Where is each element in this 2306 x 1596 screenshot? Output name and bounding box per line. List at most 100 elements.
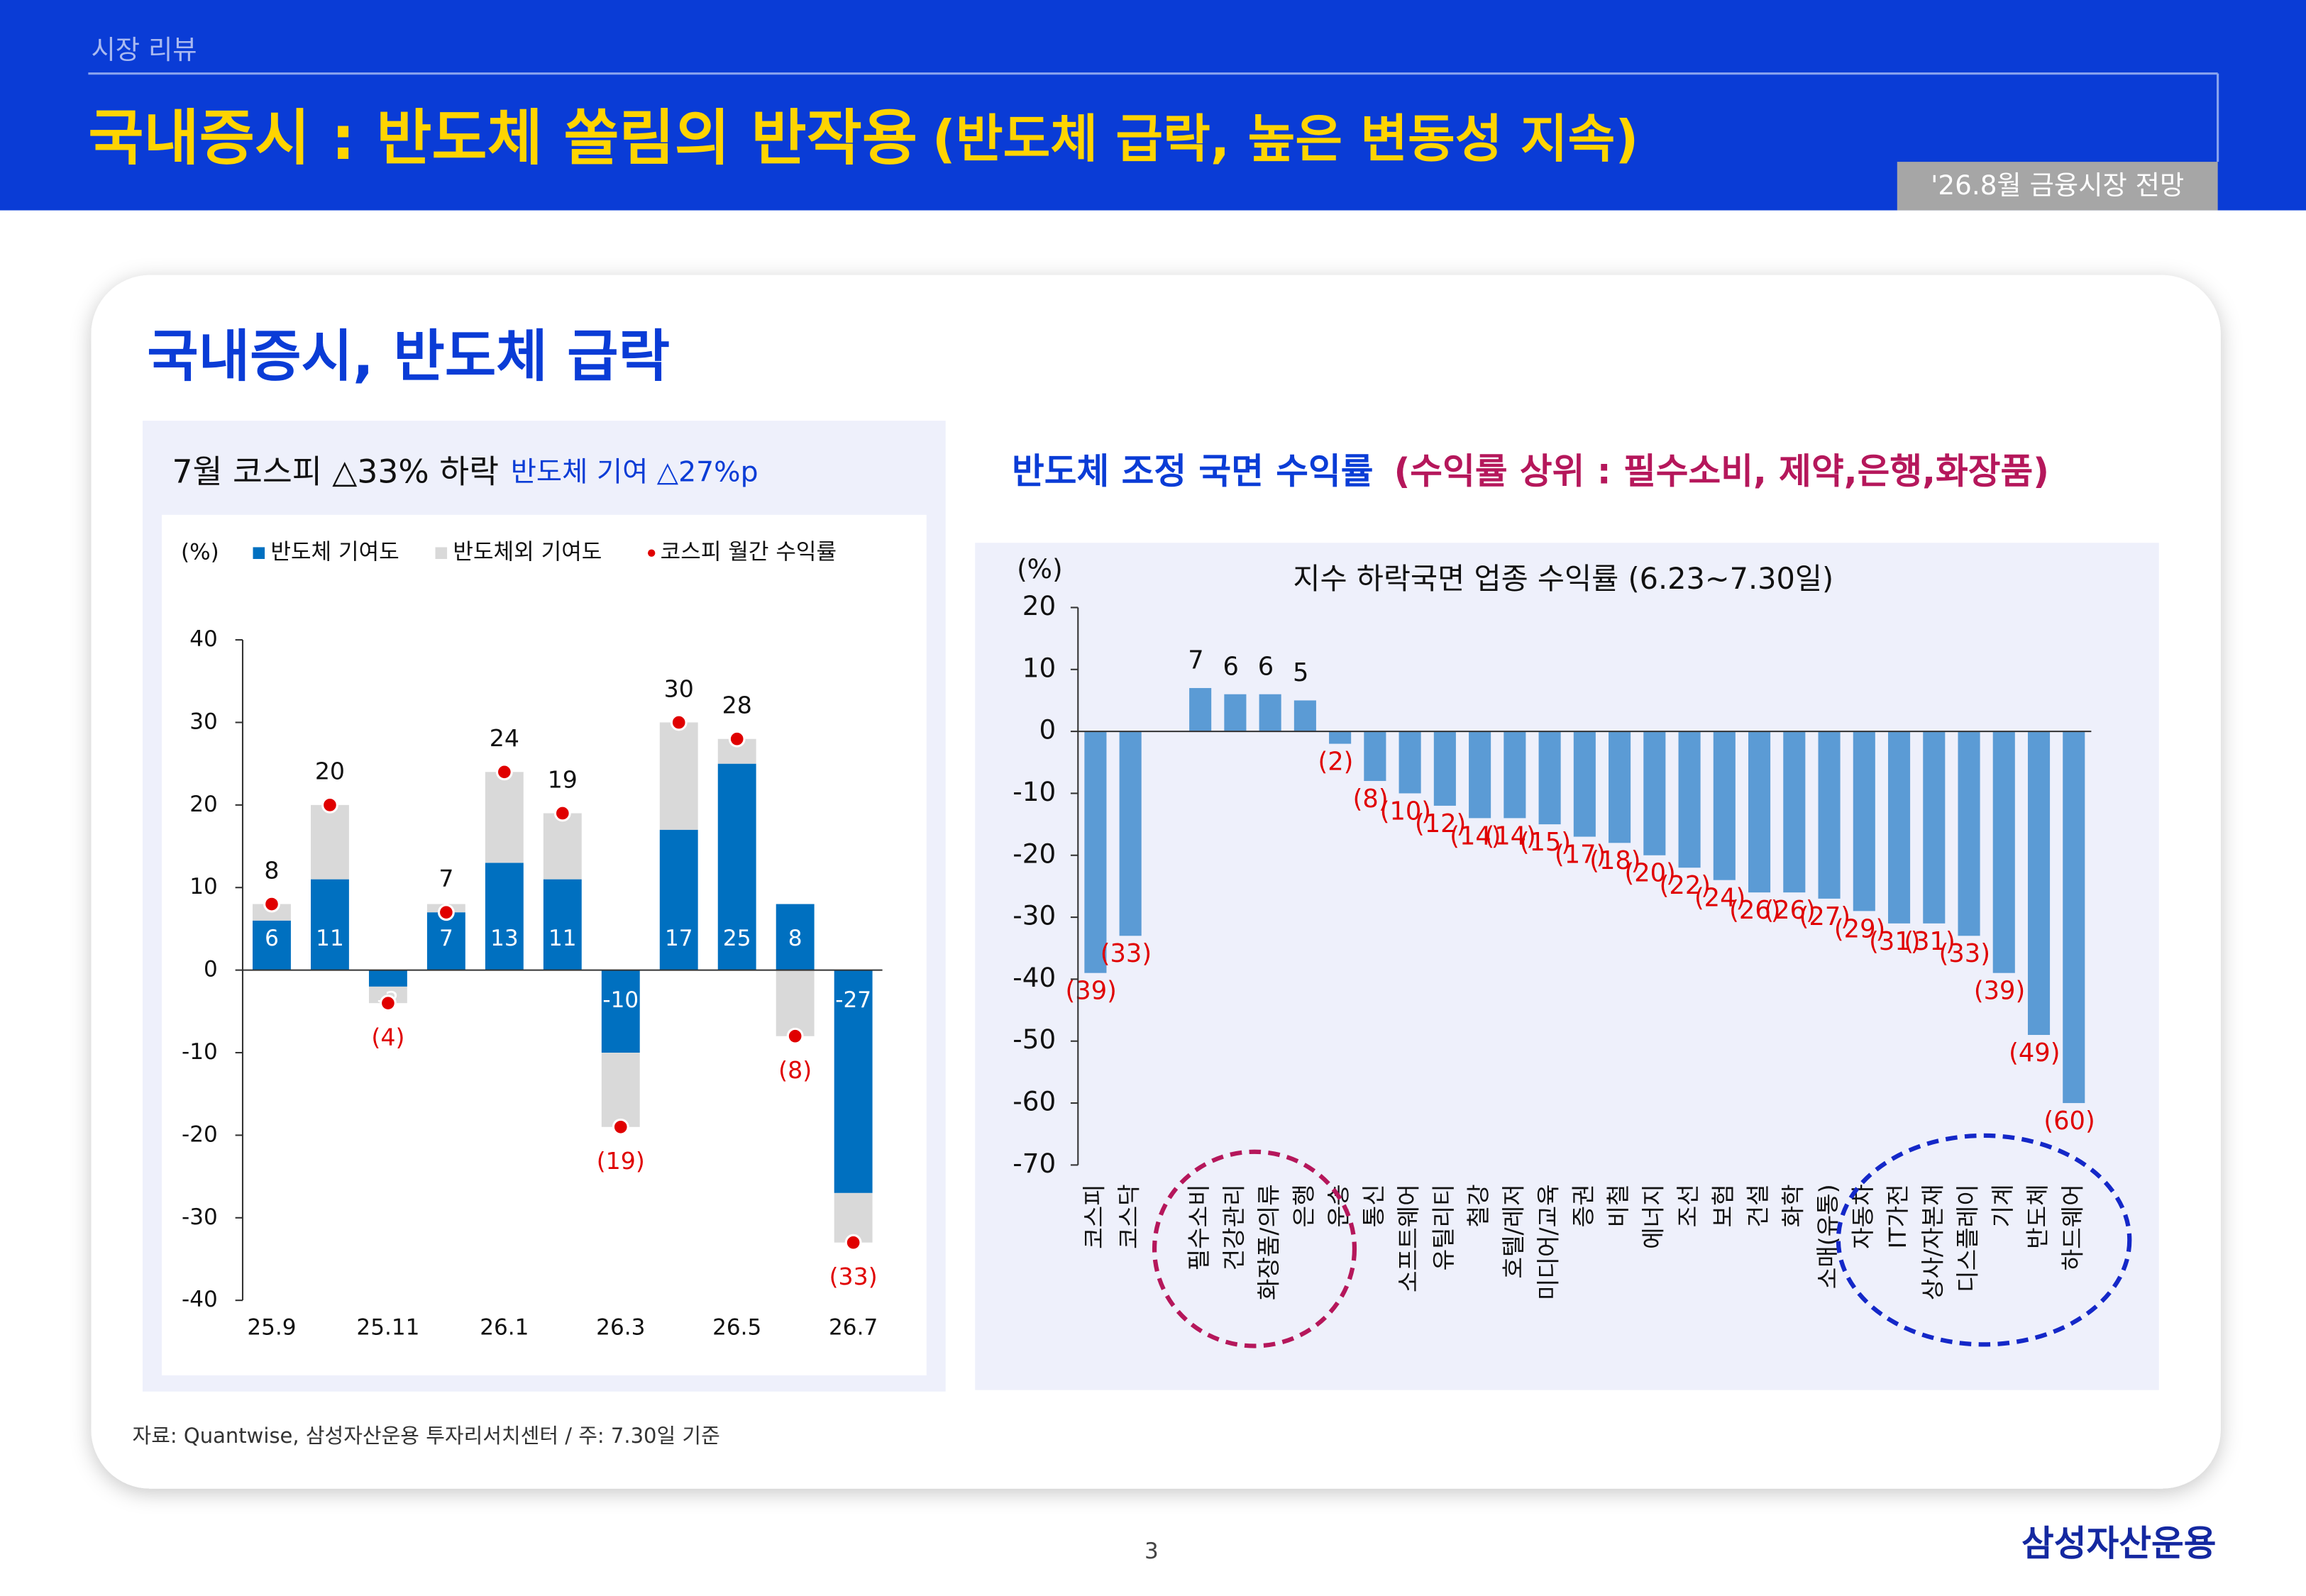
chart-title: 지수 하락국면 업종 수익률 (6.23~7.30일): [1293, 562, 1833, 596]
x-tick-label: 보험: [1709, 1184, 1737, 1227]
right-heading-main: 반도체 조정 국면 수익률: [1012, 450, 1374, 492]
data-label: 13: [490, 926, 519, 951]
bar-segment: [368, 970, 407, 987]
legend-swatch: [435, 547, 448, 560]
x-tick-label: 26.3: [596, 1315, 645, 1341]
data-label: (39): [1974, 977, 2025, 1006]
data-label: (10): [1380, 797, 1431, 826]
bar: [1259, 694, 1281, 732]
bar-segment: [485, 863, 524, 970]
data-label: -10: [602, 987, 639, 1013]
data-label: 30: [664, 675, 694, 702]
data-label: (27): [1799, 902, 1850, 931]
bar: [1992, 731, 2015, 973]
page-number: 3: [1144, 1539, 1159, 1564]
data-label: (20): [1624, 859, 1675, 888]
y-tick-label: -40: [1013, 962, 1056, 993]
y-tick-label: -70: [1013, 1148, 1056, 1179]
data-label: 24: [490, 724, 519, 752]
data-label: (4): [371, 1023, 404, 1051]
bar: [1887, 731, 1911, 924]
data-label: 5: [1293, 658, 1308, 687]
data-label: (14): [1484, 821, 1535, 850]
data-label: (2): [1318, 748, 1353, 777]
x-tick-label: 25.9: [247, 1315, 296, 1341]
card-title: 국내증시, 반도체 급락: [147, 324, 670, 389]
bar: [1469, 731, 1491, 819]
data-label: -27: [835, 987, 871, 1013]
source-note: 자료: Quantwise, 삼성자산운용 투자리서치센터 / 주: 7.30일…: [133, 1424, 720, 1448]
data-label: (33): [1939, 939, 1990, 968]
x-tick-label: 화학: [1779, 1184, 1806, 1227]
data-label: 7: [438, 865, 453, 892]
data-label: (29): [1834, 914, 1885, 943]
y-axis-label: (%): [181, 540, 219, 565]
y-tick-label: 0: [1039, 714, 1056, 746]
bar: [1084, 731, 1107, 973]
data-label: 7: [1188, 646, 1203, 675]
bar: [1119, 731, 1142, 936]
bar: [1818, 731, 1841, 899]
left-heading-note: 반도체 기여 △27%p: [511, 455, 758, 488]
data-label: (12): [1415, 809, 1466, 838]
data-label: 7: [439, 926, 453, 951]
y-tick-label: -10: [182, 1039, 218, 1065]
left-heading-main: 7월 코스피 △33% 하락: [172, 453, 500, 490]
dot: [786, 1027, 804, 1045]
data-label: (14): [1450, 821, 1501, 850]
dot: [437, 904, 455, 921]
data-label: 8: [788, 926, 802, 951]
bar-segment: [717, 763, 756, 970]
y-tick-label: 40: [189, 626, 218, 652]
bar: [2063, 731, 2085, 1104]
data-label: (31): [1904, 927, 1955, 956]
x-tick-label: 조선: [1675, 1184, 1702, 1227]
data-label: (26): [1764, 896, 1815, 925]
bar: [1189, 687, 1212, 732]
x-tick-label: 화장품/의류: [1255, 1184, 1283, 1300]
bar-segment: [601, 1053, 640, 1127]
bar: [1923, 731, 1946, 924]
data-label: (15): [1520, 828, 1571, 857]
y-tick-label: -20: [1013, 838, 1056, 869]
dot: [670, 714, 688, 731]
data-label: (31): [1869, 927, 1920, 956]
highlight-circle: [1152, 1149, 1357, 1348]
bar-segment: [776, 904, 815, 970]
bar: [1329, 731, 1352, 744]
bar: [1224, 694, 1247, 732]
x-tick-label: 증권: [1569, 1184, 1597, 1227]
y-tick-label: 30: [189, 709, 218, 734]
bar-segment: [253, 920, 291, 970]
data-label: (39): [1066, 977, 1117, 1006]
bar: [2027, 731, 2051, 1036]
legend-swatch: [648, 549, 656, 557]
x-tick-label: 소프트웨어: [1395, 1184, 1423, 1292]
x-tick-label: 건강관리: [1220, 1184, 1247, 1270]
bar: [1783, 731, 1806, 893]
x-tick-label: 디스플레이: [1954, 1184, 1982, 1292]
bar: [1364, 731, 1386, 781]
highlight-circle: [1836, 1133, 2132, 1347]
x-tick-label: 반도체: [2024, 1184, 2051, 1249]
y-tick-label: 10: [189, 874, 218, 899]
data-label: 11: [548, 926, 577, 951]
bar-segment: [426, 912, 465, 970]
bar: [1293, 700, 1316, 732]
bar: [1573, 731, 1596, 837]
x-tick-label: 필수소비: [1185, 1184, 1213, 1270]
data-label: 8: [264, 856, 279, 884]
x-tick-label: 은행: [1290, 1184, 1318, 1227]
dot: [495, 763, 513, 781]
y-tick-label: -50: [1013, 1024, 1056, 1055]
data-label: (33): [1100, 939, 1152, 968]
bar-segment: [311, 879, 349, 970]
x-tick-label: 운송: [1325, 1184, 1352, 1227]
data-label: 6: [265, 926, 279, 951]
dot: [321, 796, 338, 814]
x-tick-label: 26.7: [829, 1315, 878, 1341]
page-title: 국내증시 : 반도체 쏠림의 반작용 (반도체 급락, 높은 변동성 지속): [88, 104, 1638, 174]
bar: [1678, 731, 1701, 868]
dot: [553, 804, 571, 822]
